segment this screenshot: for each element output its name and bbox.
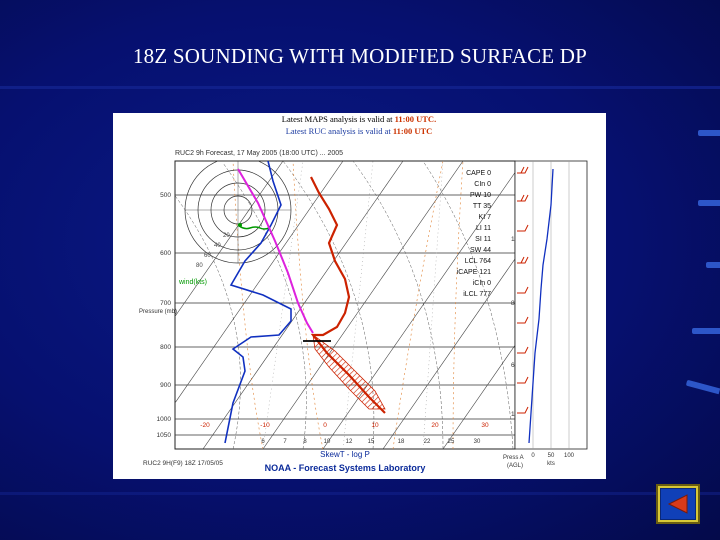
pressure-label: 1050 (157, 432, 172, 439)
pressure-label: 700 (160, 300, 171, 307)
index-icape: iCAPE 121 (457, 269, 491, 276)
pressure-axis-label: Pressure (mb) (139, 309, 177, 315)
decorative-stripe (0, 492, 720, 495)
index-icin: iCIn 0 (473, 280, 491, 287)
skewt-label: SkewT - log P (320, 450, 370, 459)
dewpoint-profile (224, 161, 292, 444)
header-line1-time: 11:00 UTC. (395, 114, 437, 124)
hodograph-trace (237, 224, 270, 230)
header-line2-time: 11:00 UTC (393, 126, 432, 136)
mixing-tick: 10 (324, 439, 331, 445)
decorative-mark (692, 328, 720, 334)
decorative-mark (698, 130, 720, 136)
footer-press-label: Press A (503, 455, 524, 461)
decorative-stripe (0, 86, 720, 89)
mixing-tick: 22 (424, 439, 431, 445)
index-cin: CIn 0 (474, 181, 491, 188)
svg-text:Latest MAPS analysis is valid: Latest MAPS analysis is valid at 11:00 U… (282, 114, 436, 124)
hodograph-ring-label: 40 (214, 243, 221, 249)
temp-tick: 30 (481, 422, 489, 429)
mixing-tick: 8 (303, 439, 307, 445)
wind-axis-tick: 100 (564, 453, 575, 459)
hodograph-ring-label: 80 (196, 263, 203, 269)
hodograph (184, 161, 292, 264)
slide-title: 18Z SOUNDING WITH MODIFIED SURFACE DP (132, 44, 588, 68)
height-label: 6 (511, 362, 515, 369)
pressure-label: 500 (160, 192, 171, 199)
wind-axis-label: kts (547, 461, 555, 467)
index-sw: SW 44 (470, 247, 491, 254)
mixing-tick: 18 (398, 439, 405, 445)
dry-adiabats (175, 161, 514, 449)
cape-area (312, 334, 386, 410)
stability-indices: CAPE 0 CIn 0 PW 10 TT 35 KI 7 LI 11 SI 1… (457, 170, 491, 298)
mixing-tick: 30 (474, 439, 481, 445)
mixing-tick: 7 (283, 439, 287, 445)
decorative-mark (698, 200, 720, 206)
index-lcl: LCL 764 (465, 258, 491, 265)
index-cape: CAPE 0 (466, 170, 491, 177)
moist-adiabats (232, 161, 464, 449)
mixing-tick: 25 (448, 439, 455, 445)
wind-axis-tick: 50 (548, 453, 555, 459)
hodograph-ring-label: 60 (204, 253, 211, 259)
temp-tick: -20 (200, 422, 210, 429)
index-pw: PW 10 (470, 192, 491, 199)
wind-axis-tick: 0 (531, 453, 535, 459)
temp-tick: -10 (260, 422, 270, 429)
pressure-label: 600 (160, 250, 171, 257)
footer-agl-label: (AGL) (507, 463, 523, 469)
height-label: 1 (511, 411, 515, 418)
index-li: LI 11 (476, 225, 491, 232)
temp-tick: 0 (323, 422, 327, 429)
wind-barbs (517, 166, 529, 414)
index-ki: KI 7 (479, 214, 492, 221)
parcel-trace (237, 168, 314, 334)
forecast-title: RUC2 9h Forecast, 17 May 2005 (18:00 UTC… (175, 150, 343, 157)
temp-tick: 10 (371, 422, 379, 429)
footer-noaa: NOAA - Forecast Systems Laboratory (265, 463, 426, 473)
header-line1-prefix: Latest MAPS analysis is valid at (282, 114, 395, 124)
back-nav-button[interactable] (656, 484, 700, 524)
index-ilcl: iLCL 777 (463, 291, 491, 298)
header-line2-prefix: Latest RUC analysis is valid at (286, 126, 393, 136)
decorative-mark (706, 262, 720, 268)
mixing-ratio-lines (262, 161, 444, 449)
height-label: 8 (511, 300, 515, 307)
temperature-profile (310, 176, 386, 414)
mixing-tick: 12 (346, 439, 353, 445)
mixing-tick: 15 (368, 439, 375, 445)
decorative-mark (685, 379, 720, 395)
left-triangle-icon (667, 494, 688, 514)
footer-model-run: RUC2 9H(F9) 18Z 17/05/05 (143, 460, 223, 467)
skewt-sounding-figure: Latest MAPS analysis is valid at 11:00 U… (113, 113, 606, 479)
pressure-label: 900 (160, 382, 171, 389)
index-tt: TT 35 (473, 203, 491, 210)
wind-label: wind(kts) (178, 279, 207, 286)
plot-frame (174, 160, 516, 450)
temp-tick: 20 (431, 422, 439, 429)
svg-text:Latest RUC analysis is valid a: Latest RUC analysis is valid at 11:00 UT… (286, 126, 433, 136)
index-si: SI 11 (475, 236, 491, 243)
pressure-label: 800 (160, 344, 171, 351)
hodograph-ring-label: 20 (223, 233, 230, 239)
wind-speed-profile (528, 168, 554, 444)
pressure-label: 1000 (157, 416, 172, 423)
mixing-tick: 6 (261, 439, 265, 445)
